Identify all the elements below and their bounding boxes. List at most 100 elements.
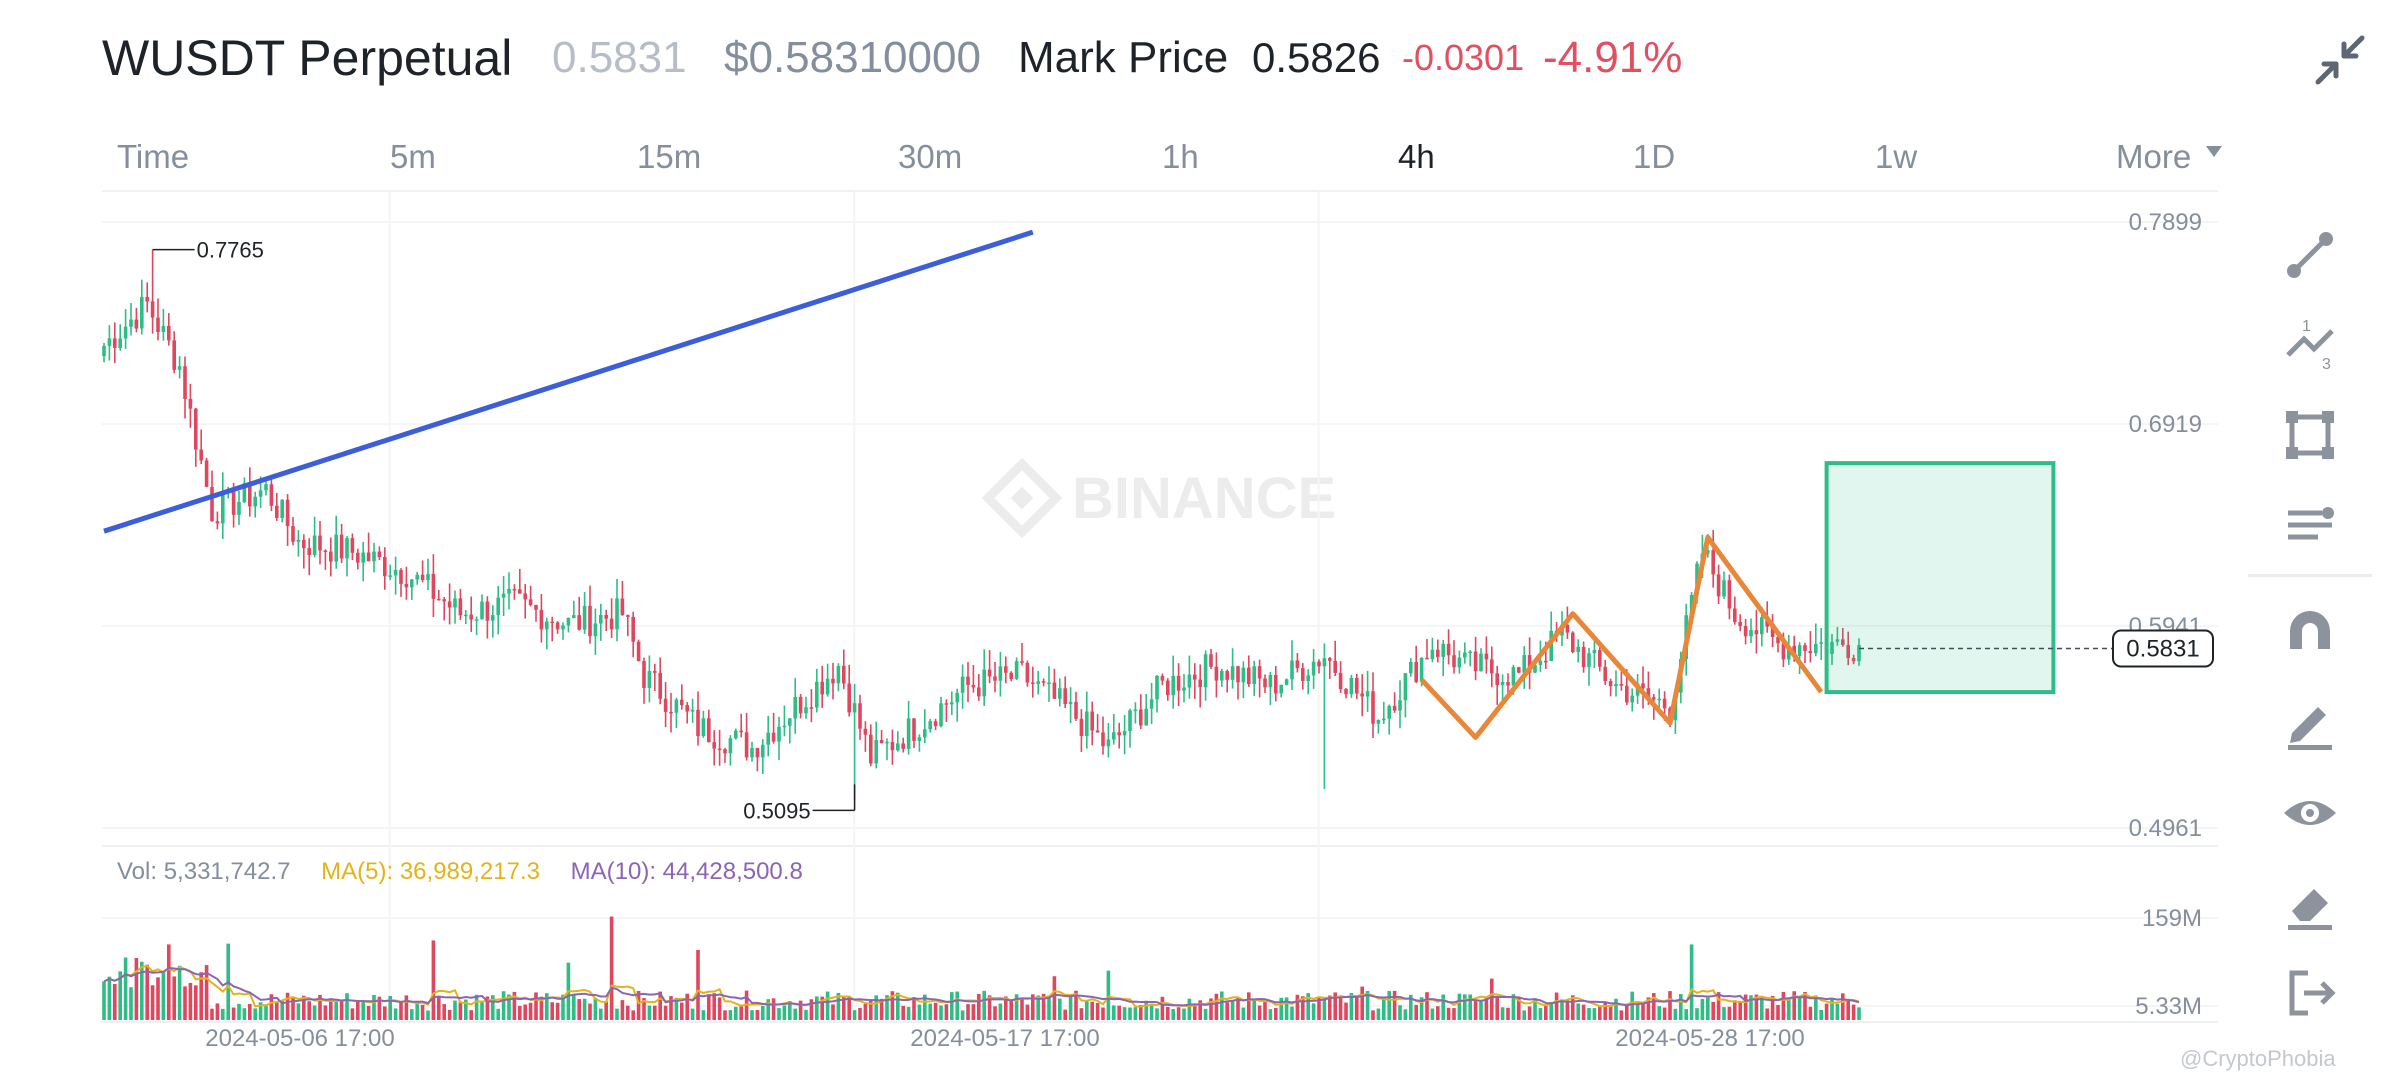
candle — [1587, 647, 1591, 686]
tab-1h[interactable]: 1h — [1162, 138, 1199, 175]
candle — [669, 692, 673, 733]
volume-bar — [1468, 994, 1472, 1020]
candle — [545, 617, 549, 650]
tab-30m[interactable]: 30m — [898, 138, 963, 175]
volume-bar — [1279, 997, 1283, 1020]
volume-bar — [1711, 1001, 1715, 1020]
volume-bar — [863, 1003, 868, 1020]
volume-bar — [1657, 1006, 1661, 1020]
tab-time[interactable]: Time — [117, 138, 190, 175]
collapse-arrows-icon[interactable] — [2310, 30, 2370, 90]
volume-bar — [285, 992, 290, 1020]
candle — [631, 611, 635, 658]
candle — [842, 649, 846, 690]
candle — [1743, 618, 1748, 645]
volume-bar — [1052, 976, 1057, 1020]
volume-bar — [1209, 998, 1213, 1020]
trendline[interactable] — [103, 229, 1034, 534]
volume-bar — [1652, 993, 1656, 1020]
candle — [1220, 668, 1224, 687]
candle — [145, 282, 149, 313]
candle — [901, 737, 905, 753]
candle — [944, 699, 949, 723]
eye-icon[interactable] — [2260, 778, 2360, 848]
candle — [577, 596, 581, 631]
volume-bar — [815, 996, 819, 1020]
tab-more[interactable]: More — [2116, 138, 2224, 176]
volume-bar — [1495, 995, 1499, 1020]
candle — [280, 499, 284, 523]
candle — [863, 721, 868, 752]
indicator-lines-icon[interactable] — [2260, 490, 2360, 560]
candle — [1414, 645, 1418, 684]
candle — [572, 600, 576, 619]
candle — [1079, 709, 1084, 752]
symbol-title[interactable]: WUSDT Perpetual — [102, 30, 513, 86]
trend-line-icon[interactable] — [2260, 220, 2360, 290]
volume-bar — [1754, 994, 1759, 1020]
candle — [1004, 656, 1008, 684]
volume-bar — [1716, 992, 1721, 1020]
candle — [307, 538, 311, 576]
rectangle-icon[interactable] — [2260, 400, 2360, 470]
candle — [766, 715, 770, 757]
candle — [1338, 661, 1343, 693]
pencil-icon[interactable] — [2260, 688, 2360, 758]
candle — [923, 709, 927, 744]
candle — [1214, 652, 1219, 698]
binance-watermark: BINANCE — [981, 457, 1336, 539]
volume-bar — [253, 1008, 257, 1020]
tab-5m[interactable]: 5m — [390, 138, 436, 175]
candle — [442, 597, 446, 621]
candle — [793, 678, 797, 734]
volume-bar — [825, 991, 830, 1020]
candle — [1295, 652, 1300, 673]
zigzag-pattern[interactable] — [1419, 534, 1824, 740]
volume-bar — [572, 994, 576, 1020]
volume-bar — [1814, 995, 1818, 1020]
candle — [1074, 691, 1078, 721]
volume-bar — [1824, 1003, 1829, 1020]
volume-bar — [555, 1002, 560, 1020]
candle — [356, 548, 360, 570]
candle — [1279, 684, 1283, 698]
volume-bar — [901, 1005, 905, 1020]
tab-4h[interactable]: 4h — [1398, 138, 1435, 175]
volume-bar — [1544, 1004, 1548, 1020]
candle — [1614, 670, 1618, 697]
volume-bar — [1149, 1003, 1154, 1020]
volume-bar — [275, 1001, 279, 1020]
candle — [199, 429, 203, 465]
tab-15m[interactable]: 15m — [637, 138, 702, 175]
volume-bar — [1074, 990, 1078, 1020]
candle — [302, 534, 306, 569]
candle — [474, 616, 479, 635]
candle — [588, 585, 592, 644]
candle — [1112, 713, 1116, 745]
candle — [1241, 661, 1246, 699]
candle — [1290, 640, 1294, 691]
tab-1w[interactable]: 1w — [1875, 138, 1918, 175]
volume-bar — [1409, 994, 1413, 1020]
volume-bar — [388, 995, 392, 1020]
volume-bar — [323, 1005, 328, 1020]
volume-bar — [1036, 995, 1040, 1020]
exit-icon[interactable] — [2260, 958, 2360, 1028]
candle — [1052, 668, 1057, 699]
volume-bar — [1365, 990, 1370, 1020]
candle — [728, 735, 733, 766]
candle — [188, 383, 193, 428]
candle — [501, 576, 506, 617]
volume-bar — [1722, 1007, 1726, 1020]
candle — [177, 356, 182, 379]
magnet-icon[interactable] — [2260, 598, 2360, 668]
candle — [269, 476, 274, 512]
volume-bar — [345, 993, 349, 1020]
volume-bar — [221, 1008, 225, 1020]
target-box[interactable] — [1824, 461, 2056, 695]
volume-bar — [134, 957, 139, 1020]
eraser-icon[interactable] — [2260, 868, 2360, 938]
tab-1d[interactable]: 1D — [1633, 138, 1676, 175]
